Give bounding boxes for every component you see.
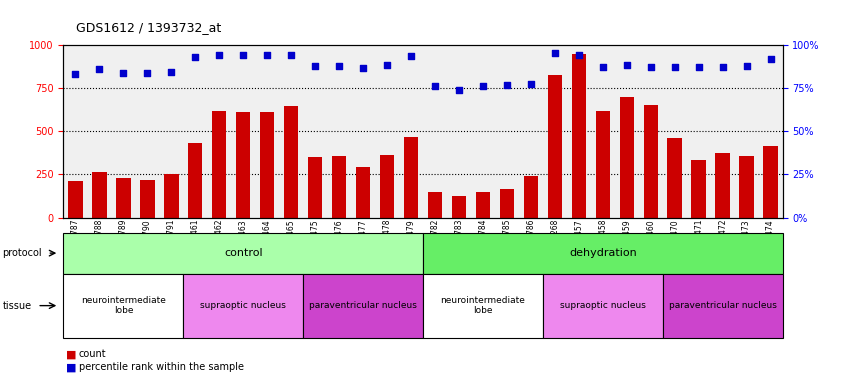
- Bar: [763, 146, 777, 218]
- Bar: [691, 160, 706, 218]
- Point: [140, 70, 154, 76]
- Bar: [212, 111, 227, 218]
- Bar: [188, 143, 202, 218]
- Point: [261, 53, 274, 58]
- Point: [69, 71, 82, 77]
- Point: [117, 70, 130, 76]
- Point: [764, 56, 777, 62]
- Text: GDS1612 / 1393732_at: GDS1612 / 1393732_at: [76, 21, 222, 34]
- Point: [428, 83, 442, 89]
- Bar: [428, 192, 442, 217]
- Text: neurointermediate
lobe: neurointermediate lobe: [81, 296, 166, 315]
- Text: ■: ■: [66, 363, 76, 372]
- Bar: [260, 112, 274, 218]
- Text: neurointermediate
lobe: neurointermediate lobe: [441, 296, 525, 315]
- Bar: [716, 153, 730, 218]
- Point: [308, 63, 321, 69]
- Bar: [404, 137, 418, 218]
- Bar: [356, 168, 371, 217]
- Text: percentile rank within the sample: percentile rank within the sample: [79, 363, 244, 372]
- Point: [284, 53, 298, 58]
- Point: [692, 64, 706, 70]
- Bar: [69, 181, 83, 218]
- Point: [380, 62, 393, 68]
- Text: count: count: [79, 350, 107, 359]
- Bar: [452, 196, 466, 217]
- Point: [524, 81, 537, 87]
- Bar: [547, 75, 562, 217]
- Bar: [524, 176, 538, 218]
- Text: protocol: protocol: [3, 248, 42, 258]
- Bar: [284, 106, 299, 218]
- Text: paraventricular nucleus: paraventricular nucleus: [668, 301, 777, 310]
- Bar: [236, 112, 250, 218]
- Point: [189, 54, 202, 60]
- Point: [548, 50, 562, 56]
- Point: [92, 66, 106, 72]
- Point: [212, 53, 226, 58]
- Bar: [667, 138, 682, 218]
- Text: dehydration: dehydration: [569, 248, 637, 258]
- Point: [164, 69, 178, 75]
- Point: [356, 65, 370, 71]
- Bar: [332, 156, 346, 218]
- Bar: [380, 154, 394, 218]
- Point: [596, 64, 609, 70]
- Point: [644, 64, 657, 70]
- Text: supraoptic nucleus: supraoptic nucleus: [560, 301, 645, 310]
- Text: tissue: tissue: [3, 301, 31, 310]
- Bar: [572, 54, 586, 217]
- Bar: [475, 192, 490, 217]
- Point: [236, 53, 250, 58]
- Bar: [500, 189, 514, 217]
- Bar: [739, 156, 754, 218]
- Bar: [596, 111, 610, 218]
- Point: [739, 63, 753, 69]
- Point: [476, 83, 490, 89]
- Point: [404, 53, 418, 59]
- Point: [572, 53, 585, 58]
- Bar: [92, 172, 107, 217]
- Text: control: control: [224, 248, 262, 258]
- Text: ■: ■: [66, 350, 76, 359]
- Bar: [619, 97, 634, 218]
- Point: [332, 63, 346, 69]
- Point: [452, 87, 465, 93]
- Bar: [140, 180, 155, 218]
- Text: supraoptic nucleus: supraoptic nucleus: [201, 301, 286, 310]
- Bar: [164, 174, 179, 217]
- Point: [620, 62, 634, 68]
- Bar: [116, 178, 130, 218]
- Bar: [644, 105, 658, 218]
- Text: paraventricular nucleus: paraventricular nucleus: [309, 301, 417, 310]
- Point: [500, 82, 514, 88]
- Point: [667, 64, 681, 70]
- Point: [716, 64, 729, 70]
- Bar: [308, 157, 322, 218]
